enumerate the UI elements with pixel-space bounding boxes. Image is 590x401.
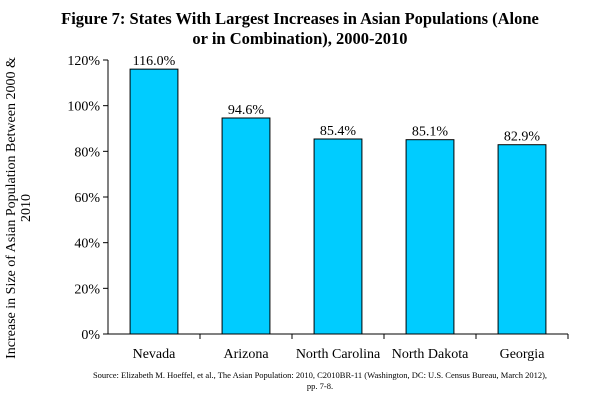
bar-data-label: 85.4% bbox=[320, 124, 357, 139]
x-tick-label: Arizona bbox=[223, 347, 269, 362]
y-tick-label: 100% bbox=[67, 100, 100, 115]
chart-title: Figure 7: States With Largest Increases … bbox=[40, 9, 560, 49]
chart-title-line-2: or in Combination), 2000-2010 bbox=[192, 29, 408, 48]
bar-data-label: 82.9% bbox=[504, 130, 541, 145]
y-tick-label: 20% bbox=[74, 282, 100, 297]
bar bbox=[221, 117, 271, 335]
source-line-1: Source: Elizabeth M. Hoeffel, et al., Th… bbox=[92, 370, 548, 380]
y-tick-label: 80% bbox=[74, 145, 100, 160]
bar-data-label: 94.6% bbox=[228, 103, 265, 118]
x-tick-label: North Dakota bbox=[392, 347, 469, 362]
bar bbox=[497, 144, 547, 335]
source-line-2: pp. 7-8. bbox=[306, 381, 334, 391]
y-tick-label: 0% bbox=[81, 328, 100, 343]
bar-data-label: 116.0% bbox=[133, 54, 176, 69]
x-tick-label: Georgia bbox=[500, 347, 546, 362]
bar bbox=[405, 139, 455, 335]
bar-data-label: 85.1% bbox=[412, 125, 449, 140]
y-tick-label: 40% bbox=[74, 237, 100, 252]
source-note: Source: Elizabeth M. Hoeffel, et al., Th… bbox=[60, 370, 580, 392]
y-tick-label: 120% bbox=[67, 54, 100, 69]
x-tick-label: North Carolina bbox=[296, 347, 381, 362]
x-tick-label: Nevada bbox=[133, 347, 177, 362]
chart-title-line-1: Figure 7: States With Largest Increases … bbox=[61, 9, 539, 28]
bar bbox=[129, 68, 179, 335]
bar bbox=[313, 138, 363, 335]
y-tick-label: 60% bbox=[74, 191, 100, 206]
